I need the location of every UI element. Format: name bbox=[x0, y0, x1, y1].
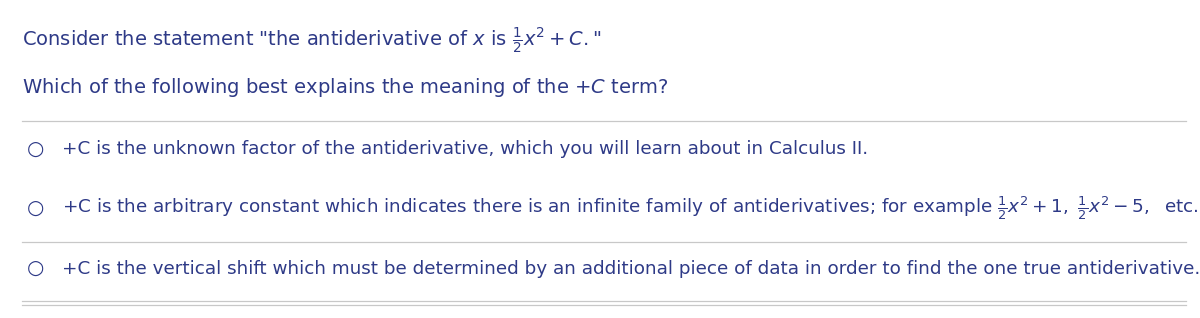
Text: ○: ○ bbox=[28, 199, 44, 218]
Text: +C is the arbitrary constant which indicates there is an infinite family of anti: +C is the arbitrary constant which indic… bbox=[62, 194, 1199, 222]
Text: Which of the following best explains the meaning of the $+C$ term?: Which of the following best explains the… bbox=[22, 76, 667, 99]
Text: +C is the unknown factor of the antiderivative, which you will learn about in Ca: +C is the unknown factor of the antideri… bbox=[62, 141, 869, 158]
Text: +C is the vertical shift which must be determined by an additional piece of data: +C is the vertical shift which must be d… bbox=[62, 260, 1200, 278]
Text: ○: ○ bbox=[28, 140, 44, 159]
Text: ○: ○ bbox=[28, 259, 44, 278]
Text: Consider the statement "the antiderivative of $x$ is $\frac{1}{2}x^2 + C.$": Consider the statement "the antiderivati… bbox=[22, 25, 601, 56]
